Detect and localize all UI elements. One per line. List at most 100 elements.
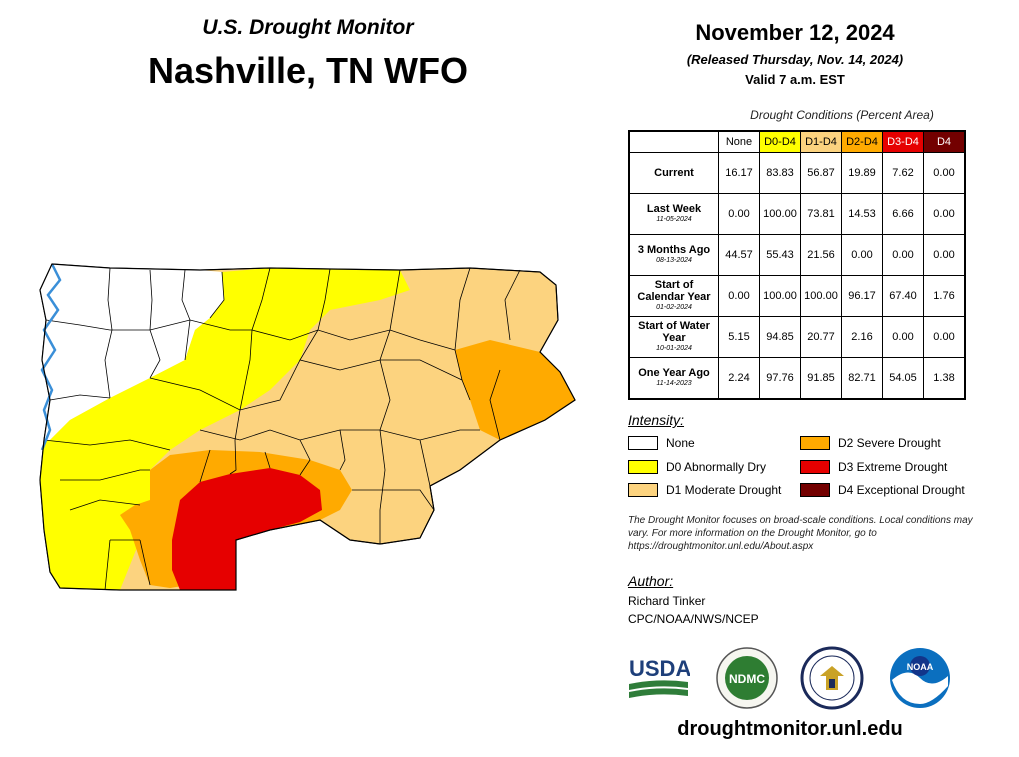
row-label: One Year Ago 11-14-2023 (628, 357, 719, 399)
table-cell: 100.00 (800, 275, 842, 317)
table-cell: 1.38 (923, 357, 966, 399)
table-cell: 97.76 (759, 357, 801, 399)
row-date: 11-05-2024 (656, 216, 692, 223)
table-cell: 0.00 (923, 193, 966, 235)
row-date: 08-13-2024 (656, 257, 692, 264)
col-header-d0-d4: D0-D4 (759, 130, 801, 153)
drought-monitor-note: The Drought Monitor focuses on broad-sca… (628, 515, 973, 552)
table-cell: 96.17 (841, 275, 883, 317)
valid-time: Valid 7 a.m. EST (745, 72, 845, 87)
legend-swatch (628, 460, 658, 474)
table-cell: 67.40 (882, 275, 924, 317)
table-cell: 94.85 (759, 316, 801, 358)
row-date: 10-01-2024 (656, 345, 692, 352)
table-cell: 83.83 (759, 152, 801, 194)
legend-item-d2: D2 Severe Drought (800, 435, 941, 451)
legend-item-d0: D0 Abnormally Dry (628, 459, 766, 475)
release-date: (Released Thursday, Nov. 14, 2024) (686, 52, 904, 67)
table-cell: 0.00 (882, 316, 924, 358)
row-label: 3 Months Ago 08-13-2024 (628, 234, 719, 276)
table-cell: 21.56 (800, 234, 842, 276)
table-caption: Drought Conditions (Percent Area) (750, 108, 934, 122)
table-cell: 16.17 (718, 152, 760, 194)
table-cell: 55.43 (759, 234, 801, 276)
table-cell: 0.00 (882, 234, 924, 276)
table-row: 3 Months Ago 08-13-2024 44.57 55.43 21.56… (628, 234, 966, 276)
row-label-text: One Year Ago (638, 366, 710, 379)
row-label-text: Current (654, 167, 694, 179)
drought-conditions-table: None D0-D4 D1-D4 D2-D4 D3-D4 D4 Current … (628, 130, 966, 400)
table-row: Last Week 11-05-2024 0.00 100.00 73.81 14… (628, 193, 966, 235)
table-cell: 0.00 (923, 234, 966, 276)
table-row: One Year Ago 11-14-2023 2.24 97.76 91.85 … (628, 357, 966, 399)
legend-item-d1: D1 Moderate Drought (628, 482, 781, 498)
noaa-logo-text: NOAA (907, 662, 934, 672)
table-corner (629, 131, 719, 153)
table-cell: 56.87 (800, 152, 842, 194)
ndmc-logo-text: NDMC (729, 672, 765, 686)
website-url[interactable]: droughtmonitor.unl.edu (677, 718, 903, 740)
usda-logo-text: USDA (629, 656, 690, 681)
row-label-text: 3 Months Ago (637, 244, 711, 256)
row-label: Start of Calendar Year 01-02-2024 (628, 275, 719, 317)
row-label: Start of Water Year 10-01-2024 (628, 316, 719, 358)
col-header-d2-d4: D2-D4 (841, 130, 883, 153)
table-cell: 1.76 (923, 275, 966, 317)
legend-swatch (800, 436, 830, 450)
row-date: 01-02-2024 (656, 304, 692, 311)
table-cell: 44.57 (718, 234, 760, 276)
table-cell: 91.85 (800, 357, 842, 399)
legend-label: D2 Severe Drought (838, 436, 941, 450)
county-boundaries (43, 267, 521, 591)
table-cell: 2.24 (718, 357, 760, 399)
row-label-text: Start of Calendar Year (637, 279, 711, 303)
col-header-d3-d4: D3-D4 (882, 130, 924, 153)
table-cell: 54.05 (882, 357, 924, 399)
legend-label: D1 Moderate Drought (666, 483, 782, 497)
map-title: Nashville, TN WFO (147, 50, 469, 91)
table-header-row: None D0-D4 D1-D4 D2-D4 D3-D4 D4 (629, 130, 966, 153)
table-row: Current 16.17 83.83 56.87 19.89 7.62 0.0… (628, 152, 966, 194)
commerce-seal (800, 646, 864, 710)
legend-item-d3: D3 Extreme Drought (800, 459, 947, 475)
map-subtitle: U.S. Drought Monitor (202, 16, 414, 39)
table-cell: 0.00 (923, 152, 966, 194)
legend-label: None (666, 436, 695, 450)
table-cell: 73.81 (800, 193, 842, 235)
legend-label: D0 Abnormally Dry (666, 460, 767, 474)
legend-swatch (628, 483, 658, 497)
usda-logo: USDA (629, 656, 690, 698)
table-row: Start of Calendar Year 01-02-2024 0.00 10… (628, 275, 966, 317)
table-cell: 100.00 (759, 275, 801, 317)
col-header-d4: D4 (923, 130, 966, 153)
legend-swatch (800, 483, 830, 497)
legend-item-d4: D4 Exceptional Drought (800, 482, 965, 498)
drought-map (39, 263, 576, 591)
map-date: November 12, 2024 (695, 20, 895, 45)
table-cell: 0.00 (923, 316, 966, 358)
col-header-none: None (718, 130, 760, 153)
table-cell: 0.00 (718, 193, 760, 235)
region-d2-east (455, 340, 575, 440)
table-cell: 2.16 (841, 316, 883, 358)
row-label: Current (628, 152, 719, 194)
legend-item-none: None (628, 435, 695, 451)
table-cell: 82.71 (841, 357, 883, 399)
river (40, 263, 62, 451)
table-cell: 20.77 (800, 316, 842, 358)
author-org: CPC/NOAA/NWS/NCEP (628, 612, 759, 626)
author-title: Author: (628, 573, 674, 589)
table-cell: 7.62 (882, 152, 924, 194)
row-label-text: Last Week (646, 203, 702, 215)
author-name: Richard Tinker (628, 594, 706, 608)
legend-label: D3 Extreme Drought (838, 460, 948, 474)
map-region-outline (39, 263, 576, 591)
col-header-d1-d4: D1-D4 (800, 130, 842, 153)
table-cell: 14.53 (841, 193, 883, 235)
table-cell: 0.00 (718, 275, 760, 317)
table-cell: 0.00 (841, 234, 883, 276)
legend-title: Intensity: (628, 412, 685, 428)
table-cell: 5.15 (718, 316, 760, 358)
region-d3 (172, 468, 322, 590)
legend-swatch (800, 460, 830, 474)
